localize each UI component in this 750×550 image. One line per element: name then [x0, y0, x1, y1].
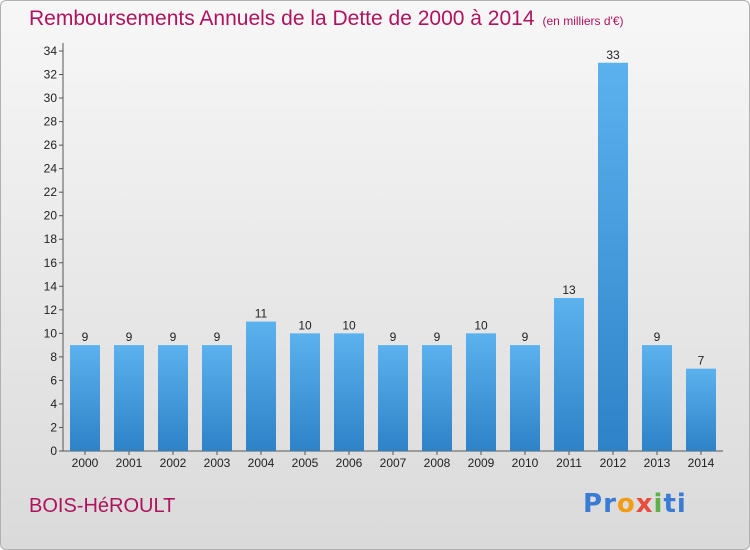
y-tick-label: 30 [44, 91, 58, 105]
bar-value-label: 9 [434, 330, 441, 344]
bar-value-label: 9 [170, 330, 177, 344]
chart-title-text: Remboursements Annuels de la Dette de 20… [29, 7, 535, 30]
x-tick-label: 2007 [380, 456, 407, 470]
bar [422, 345, 452, 451]
y-tick-label: 2 [50, 420, 57, 434]
bar-value-label: 9 [654, 330, 661, 344]
y-tick-label: 22 [44, 185, 58, 199]
x-tick-label: 2013 [644, 456, 671, 470]
x-tick-label: 2010 [512, 456, 539, 470]
bar-value-label: 33 [606, 48, 620, 62]
y-tick-label: 20 [44, 209, 58, 223]
logo-letter: r [603, 489, 617, 519]
bar [246, 321, 276, 451]
logo-letter: t [663, 489, 677, 519]
y-tick-label: 16 [44, 256, 58, 270]
chart-title: Remboursements Annuels de la Dette de 20… [29, 7, 624, 31]
y-tick-label: 10 [44, 326, 58, 340]
y-tick-label: 32 [44, 68, 58, 82]
logo-letter: i [676, 489, 687, 519]
proxiti-logo[interactable]: Proxiti [583, 489, 687, 519]
bar-value-label: 13 [562, 283, 576, 297]
bar [334, 333, 364, 451]
bar-value-label: 9 [126, 330, 133, 344]
x-tick-label: 2005 [292, 456, 319, 470]
bar [70, 345, 100, 451]
bar [378, 345, 408, 451]
y-tick-label: 14 [44, 279, 58, 293]
y-tick-label: 18 [44, 232, 58, 246]
bar [158, 345, 188, 451]
bar-value-label: 11 [255, 307, 268, 321]
x-tick-label: 2001 [116, 456, 143, 470]
bar-value-label: 10 [298, 318, 312, 332]
x-tick-label: 2011 [556, 456, 582, 470]
logo-letter: P [583, 489, 604, 519]
x-tick-label: 2004 [248, 456, 275, 470]
bar [554, 298, 584, 451]
logo-letter: x [635, 489, 654, 519]
y-tick-label: 12 [44, 303, 58, 317]
bar [202, 345, 232, 451]
logo-letter: i [653, 489, 664, 519]
bar [466, 333, 496, 451]
bar [114, 345, 144, 451]
y-tick-label: 28 [44, 115, 58, 129]
logo-letter: o [616, 489, 636, 519]
x-tick-label: 2006 [336, 456, 363, 470]
bar [290, 333, 320, 451]
y-tick-label: 26 [44, 138, 58, 152]
bar-value-label: 10 [342, 318, 356, 332]
x-tick-label: 2000 [72, 456, 99, 470]
y-tick-label: 4 [50, 397, 57, 411]
bar [686, 368, 716, 451]
y-tick-label: 34 [44, 44, 58, 58]
x-tick-label: 2012 [600, 456, 627, 470]
bar-value-label: 7 [698, 354, 705, 368]
x-axis: 2000 2001 2002 2003 2004 2005 2006 2007 2008 2009… [63, 450, 723, 470]
x-tick-label: 2008 [424, 456, 451, 470]
bar-value-label: 9 [82, 330, 89, 344]
chart-subtitle: (en milliers d'€) [542, 14, 624, 28]
x-tick-label: 2009 [468, 456, 495, 470]
y-tick-label: 8 [50, 350, 57, 364]
bars-group [70, 62, 716, 451]
bar [642, 345, 672, 451]
bar [598, 62, 628, 451]
y-tick-label: 6 [50, 373, 57, 387]
x-tick-label: 2002 [160, 456, 187, 470]
x-tick-label: 2014 [688, 456, 715, 470]
bar-value-label: 9 [522, 330, 529, 344]
bar-value-label: 9 [214, 330, 221, 344]
y-tick-label: 24 [44, 162, 58, 176]
bar [510, 345, 540, 451]
place-name: BOIS-HéROULT [29, 495, 176, 517]
bar-value-label: 9 [390, 330, 397, 344]
x-tick-label: 2003 [204, 456, 231, 470]
y-tick-label: 0 [50, 444, 57, 458]
bar-value-label: 10 [474, 318, 488, 332]
value-labels-group: 9 9 9 9 11 10 10 9 9 10 9 13 33 9 7 [82, 48, 705, 368]
